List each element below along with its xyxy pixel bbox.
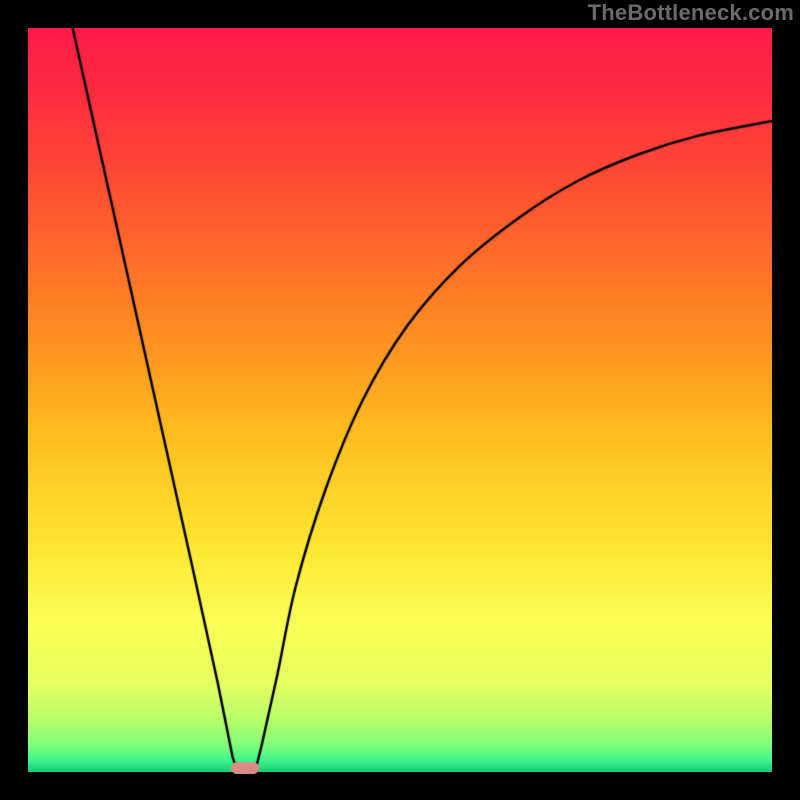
frame-border-left [0,0,28,800]
bottleneck-chart [28,28,772,772]
frame-border-right [772,0,800,800]
watermark-text: TheBottleneck.com [588,0,794,26]
frame-border-bottom [0,772,800,800]
curve-minimum-marker [231,762,259,774]
